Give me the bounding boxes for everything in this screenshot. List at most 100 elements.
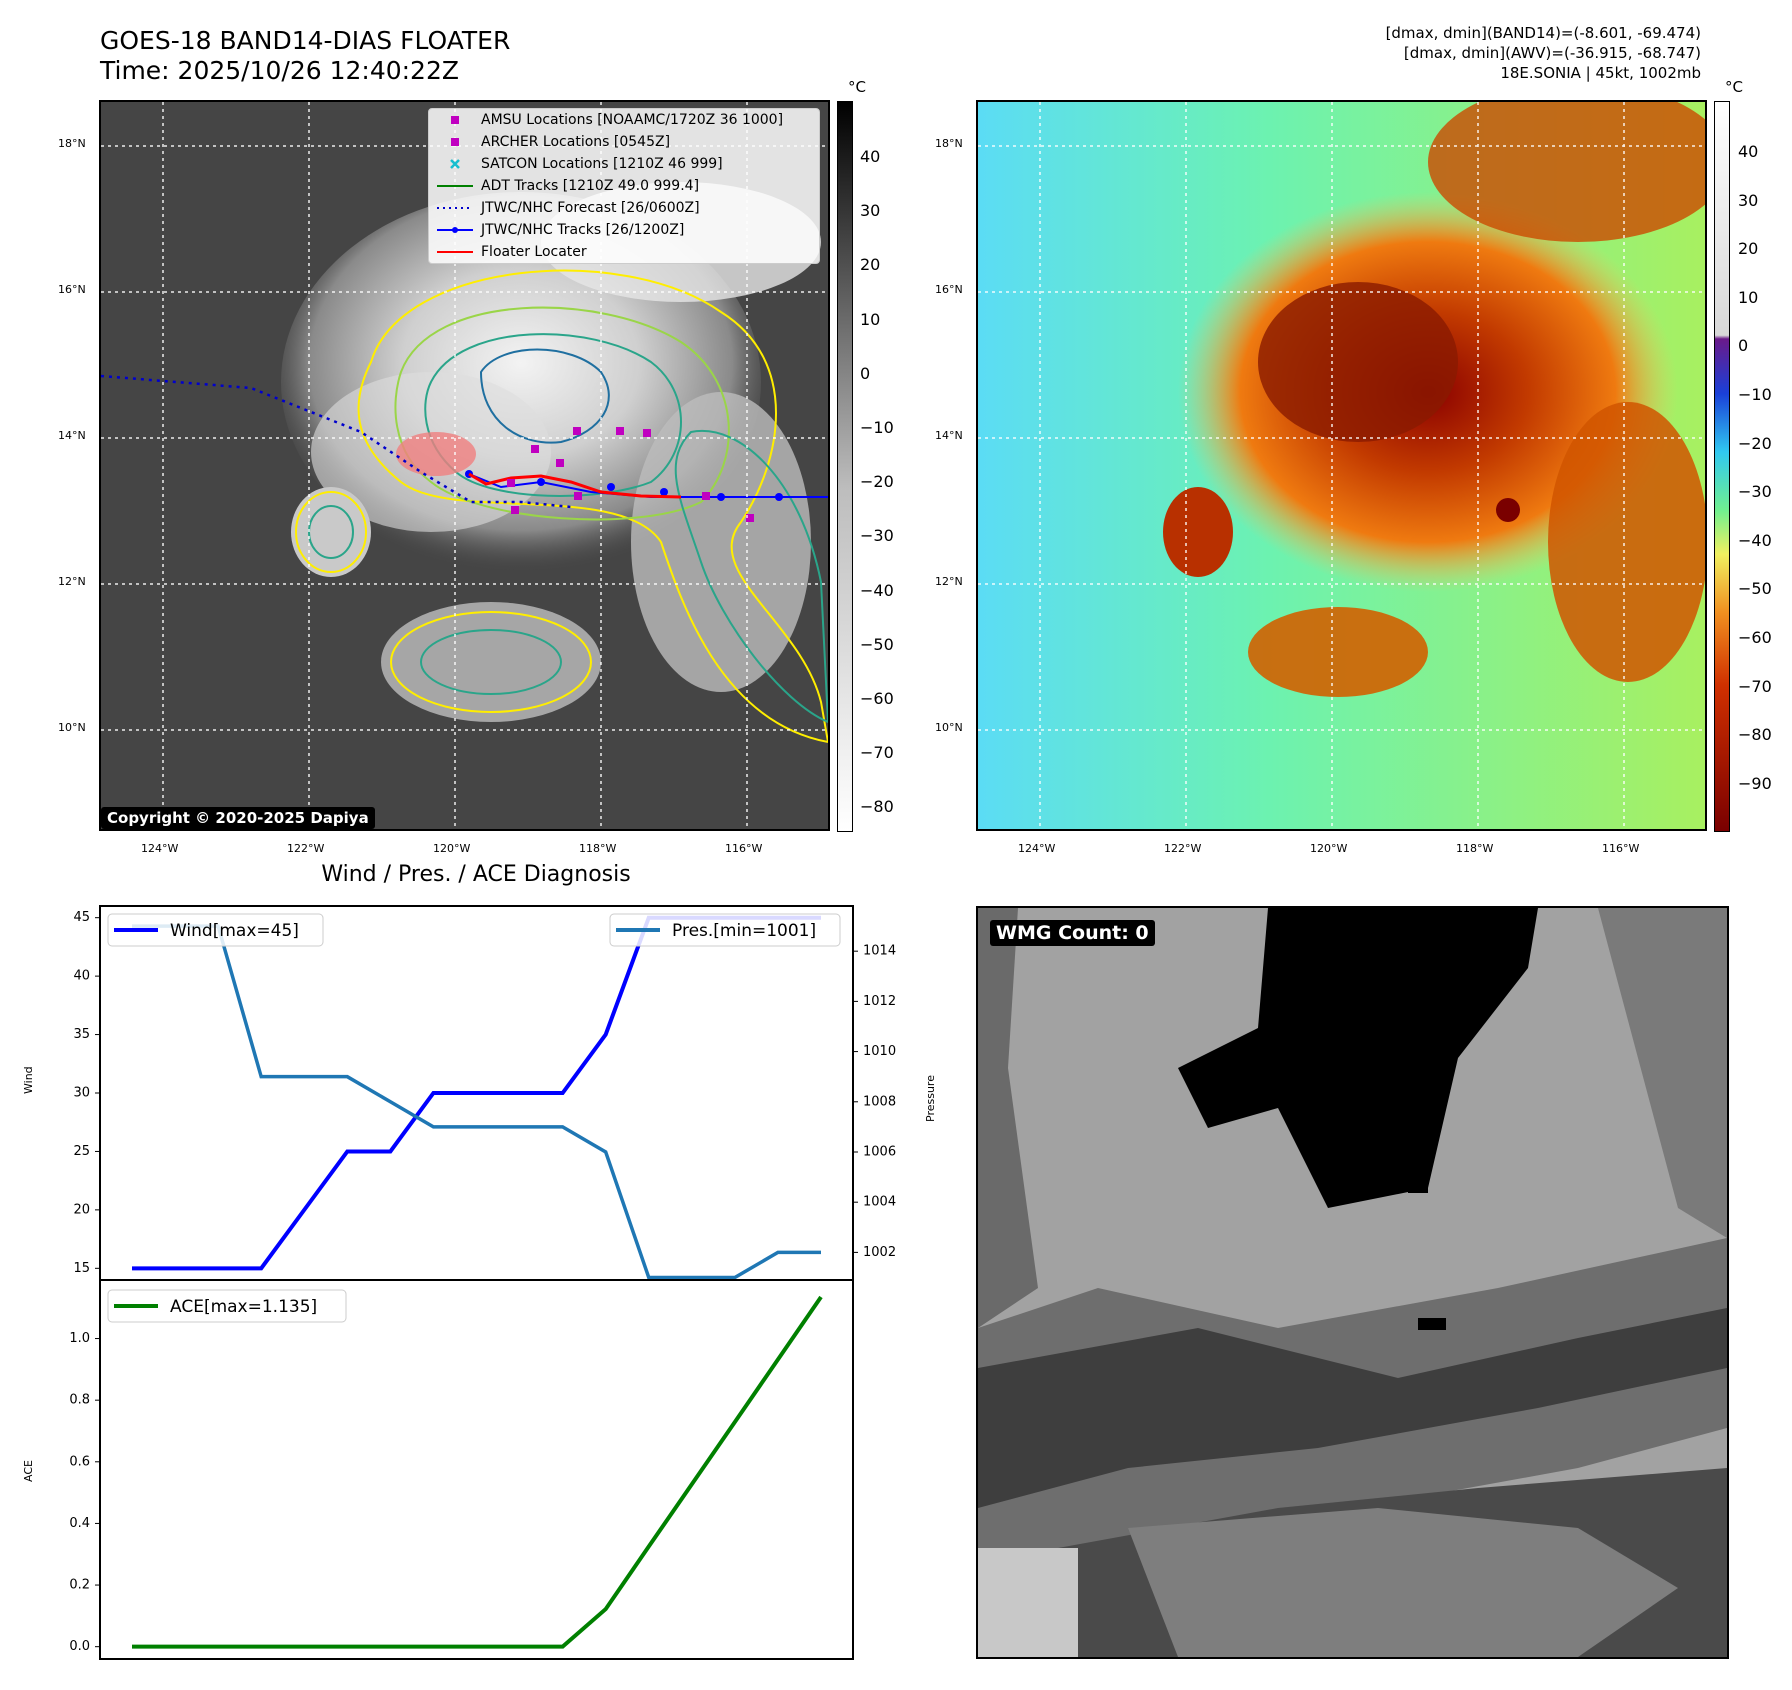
colorbar-tick: −70	[1738, 676, 1772, 696]
legend-entry: AMSU Locations [NOAAMC/1720Z 36 1000]	[429, 109, 819, 131]
legend-entry: Floater Locater	[429, 241, 819, 263]
lat-tick: 14°N	[58, 429, 86, 442]
colorbar-tick: 20	[1738, 239, 1759, 259]
storm-info: 18E.SONIA | 45kt, 1002mb	[1500, 64, 1701, 82]
lat-tick: 12°N	[58, 575, 86, 588]
legend-symbol	[435, 246, 475, 258]
lat-tick: 10°N	[935, 721, 963, 734]
wind-tick-label: 20	[73, 1202, 90, 1217]
diagnosis-title: Wind / Pres. / ACE Diagnosis	[321, 862, 631, 887]
ace-tick-label: 1.0	[69, 1331, 90, 1346]
ir-map-panel: AMSU Locations [NOAAMC/1720Z 36 1000] ARC…	[99, 100, 830, 831]
awv-map-image	[978, 102, 1705, 829]
wind-legend-label: Wind[max=45]	[170, 921, 299, 941]
lon-tick: 124°W	[141, 842, 179, 855]
lon-tick: 118°W	[579, 842, 617, 855]
legend-entry: SATCON Locations [1210Z 46 999]	[429, 153, 819, 175]
colorbar-tick: −40	[1738, 530, 1772, 550]
lon-tick: 122°W	[1164, 842, 1202, 855]
pressure-tick-label: 1004	[863, 1195, 896, 1210]
pressure-tick-label: 1002	[863, 1245, 896, 1260]
colorbar-tick: −90	[1738, 773, 1772, 793]
lat-tick: 16°N	[58, 283, 86, 296]
legend-entry: JTWC/NHC Tracks [26/1200Z]	[429, 219, 819, 241]
colorbar-tick: 40	[1738, 142, 1759, 161]
wind-tick-label: 35	[73, 1027, 90, 1042]
legend-label: AMSU Locations [NOAAMC/1720Z 36 1000]	[481, 112, 784, 128]
lon-tick: 116°W	[1602, 842, 1640, 855]
lat-tick: 16°N	[935, 283, 963, 296]
legend-label: ADT Tracks [1210Z 49.0 999.4]	[481, 178, 700, 194]
copyright-badge: Copyright © 2020-2025 Dapiya	[101, 807, 375, 829]
ace-legend-label: ACE[max=1.135]	[170, 1297, 317, 1317]
legend-entry: ARCHER Locations [0545Z]	[429, 131, 819, 153]
ace-line	[132, 1295, 823, 1649]
colorbar-tick: −10	[1738, 385, 1772, 404]
pressure-tick-label: 1012	[863, 994, 896, 1009]
colorbar-tick: −40	[860, 580, 894, 600]
pressure-legend-box	[609, 913, 841, 947]
legend-symbol	[435, 136, 475, 148]
ace-tick-label: 0.8	[69, 1393, 90, 1408]
wind-tick-label: 45	[73, 910, 90, 925]
colorbar-tick: 10	[860, 309, 881, 329]
legend-entry: JTWC/NHC Forecast [26/0600Z]	[429, 197, 819, 219]
wind-line	[132, 915, 821, 1271]
lat-tick: 14°N	[935, 429, 963, 442]
colorbar-tick: −80	[860, 797, 894, 817]
awv-range: [dmax, dmin](AWV)=(-36.915, -68.747)	[1403, 44, 1701, 62]
legend-symbol	[435, 180, 475, 192]
wind-tick-label: 30	[73, 1086, 90, 1101]
colorbar-tick: 30	[860, 201, 881, 221]
wmg-count-badge: WMG Count: 0	[990, 920, 1155, 946]
colorbar-tick: −30	[1738, 482, 1772, 502]
legend-symbol	[435, 202, 475, 214]
ace-legend-box	[107, 1289, 347, 1323]
colorbar-tick: −80	[1738, 725, 1772, 745]
chart-title: GOES-18 BAND14-DIAS FLOATER	[100, 26, 511, 55]
ace-axis-label: ACE	[22, 1460, 35, 1482]
pressure-axis-label: Pressure	[924, 1075, 937, 1122]
band14-range: [dmax, dmin](BAND14)=(-8.601, -69.474)	[1385, 24, 1701, 42]
pressure-tick-label: 1014	[863, 944, 896, 959]
colorbar-tick: −60	[1738, 628, 1772, 647]
colorbar-tick: −30	[860, 526, 894, 546]
colorbar-tick: 30	[1738, 190, 1759, 210]
pressure-legend-label: Pres.[min=1001]	[672, 921, 816, 941]
colorbar-tick: −20	[1738, 433, 1772, 453]
colorbar-tick: 10	[1738, 287, 1759, 307]
awv-map-panel	[976, 100, 1707, 831]
colorbar-tick: −50	[1738, 579, 1772, 599]
wind-tick-label: 15	[73, 1261, 90, 1276]
chart-time: Time: 2025/10/26 12:40:22Z	[100, 56, 459, 85]
colorbar-tick: 0	[1738, 336, 1749, 356]
legend-entry: ADT Tracks [1210Z 49.0 999.4]	[429, 175, 819, 197]
ir-colorbar	[837, 101, 853, 832]
lat-tick: 10°N	[58, 721, 86, 734]
ace-tick-label: 0.2	[69, 1578, 90, 1593]
legend-label: JTWC/NHC Tracks [26/1200Z]	[481, 222, 685, 238]
ace-chart-frame	[99, 1279, 854, 1660]
colorbar-tick: −10	[860, 418, 894, 437]
lon-tick: 124°W	[1018, 842, 1056, 855]
awv-colorbar	[1714, 101, 1730, 832]
pressure-tick-label: 1008	[863, 1094, 896, 1109]
legend-symbol	[435, 224, 475, 236]
colorbar-tick: −20	[860, 472, 894, 492]
colorbar-tick: −70	[860, 743, 894, 763]
wind-tick-label: 25	[73, 1144, 90, 1159]
lon-tick: 118°W	[1456, 842, 1494, 855]
ace-tick-label: 0.4	[69, 1516, 90, 1531]
colorbar-unit: °C	[848, 78, 866, 96]
wmg-image	[978, 908, 1727, 1657]
legend-symbol	[435, 158, 475, 170]
legend-label: ARCHER Locations [0545Z]	[481, 134, 671, 150]
lat-tick: 18°N	[935, 137, 963, 150]
lon-tick: 120°W	[433, 842, 471, 855]
wind-tick-label: 40	[73, 969, 90, 984]
colorbar-tick: 20	[860, 255, 881, 275]
pressure-line	[132, 924, 821, 1280]
colorbar-unit: °C	[1725, 78, 1743, 96]
lat-tick: 18°N	[58, 137, 86, 150]
